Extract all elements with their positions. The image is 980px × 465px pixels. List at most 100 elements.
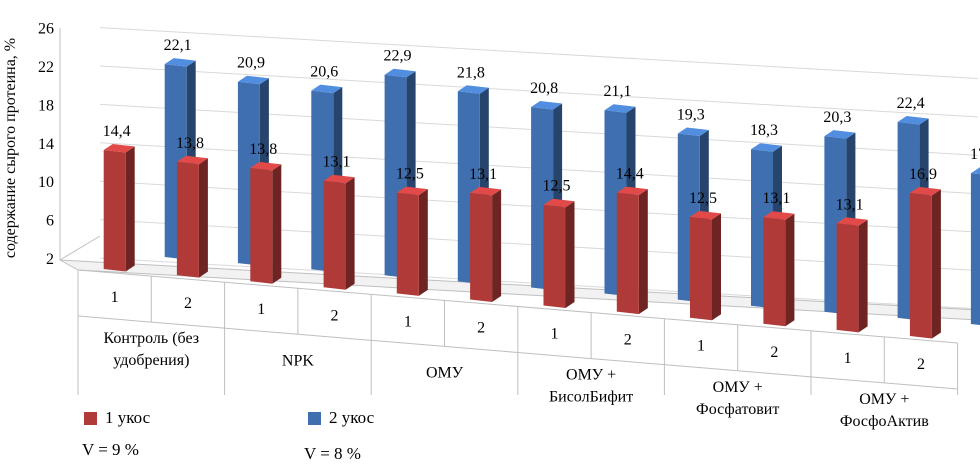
bar1-front bbox=[176, 161, 199, 278]
group-label: ОМУ + bbox=[566, 367, 616, 384]
series2-data-label: 20,6 bbox=[310, 64, 338, 81]
bar1-top bbox=[470, 186, 502, 196]
group-label: ОМУ + bbox=[713, 379, 763, 396]
bar1-side bbox=[565, 201, 575, 308]
bar1-front bbox=[396, 192, 419, 296]
series1-data-label: 13,1 bbox=[323, 154, 351, 171]
sub-category-label: 1 bbox=[697, 338, 705, 355]
bar1-top bbox=[323, 174, 355, 184]
group-label: Контроль (без bbox=[104, 330, 200, 347]
sub-category-label: 2 bbox=[917, 356, 925, 373]
sub-row-line bbox=[810, 376, 885, 384]
series1-data-label: 12,5 bbox=[396, 166, 424, 183]
bar2-top bbox=[897, 116, 929, 125]
gridline bbox=[99, 27, 979, 80]
sub-category-label: 1 bbox=[257, 301, 265, 318]
bar1-top bbox=[396, 186, 428, 196]
series2-data-label: 22,1 bbox=[164, 37, 192, 54]
y-tick-label: 14 bbox=[38, 136, 54, 153]
sub-category-label: 1 bbox=[111, 289, 119, 306]
series2-data-label: 17,7 bbox=[970, 146, 980, 163]
sub-row-line bbox=[371, 339, 445, 347]
sub-category-label: 2 bbox=[770, 344, 778, 361]
bar2-top bbox=[531, 101, 563, 110]
sub-category-label: 2 bbox=[624, 332, 632, 349]
bar1-front bbox=[323, 180, 346, 290]
series2-data-label: 21,8 bbox=[457, 64, 485, 81]
bar2-top bbox=[164, 58, 196, 67]
bar1-top bbox=[543, 198, 575, 208]
bar1-front bbox=[763, 217, 786, 327]
bar1-front bbox=[250, 167, 273, 284]
bar1-side bbox=[712, 213, 721, 321]
legend-item-2: 2 укос bbox=[308, 408, 374, 428]
legend-label-1: 1 укос bbox=[105, 408, 151, 427]
bar1-front bbox=[543, 204, 566, 308]
series2-data-label: 18,3 bbox=[750, 122, 778, 139]
bar1-side bbox=[345, 177, 355, 290]
bar1-top bbox=[690, 210, 721, 220]
series1-data-label: 12,5 bbox=[689, 190, 717, 207]
series2-data-label: 20,9 bbox=[237, 55, 265, 72]
bar2-top bbox=[751, 143, 782, 152]
bar1-front bbox=[690, 216, 712, 321]
sub-row-line bbox=[224, 327, 298, 335]
bar1-top bbox=[836, 217, 868, 226]
sub-row-line bbox=[444, 345, 518, 353]
y-tick-label: 22 bbox=[38, 59, 54, 76]
bar2-top bbox=[384, 68, 416, 78]
group-label: NPK bbox=[282, 352, 314, 369]
series1-data-label: 14,4 bbox=[103, 123, 131, 140]
bar2-top bbox=[311, 84, 343, 94]
bar1-top bbox=[103, 144, 135, 153]
bar1-side bbox=[858, 219, 868, 333]
sub-category-label: 1 bbox=[844, 350, 852, 367]
sub-category-label: 2 bbox=[184, 295, 192, 312]
bar1-side bbox=[492, 189, 502, 302]
bar1-top bbox=[176, 155, 208, 165]
series1-data-label: 13,1 bbox=[469, 166, 497, 183]
bar1-front bbox=[836, 223, 859, 333]
series1-data-label: 16,9 bbox=[909, 166, 937, 183]
bar2-top bbox=[824, 130, 856, 139]
series2-data-label: 20,3 bbox=[823, 109, 851, 126]
legend-item-1: 1 укос bbox=[84, 408, 150, 428]
y-tick-label: 10 bbox=[38, 174, 54, 191]
bar1-top bbox=[250, 161, 282, 171]
series1-data-label: 13,1 bbox=[836, 196, 864, 213]
gridline bbox=[99, 65, 979, 118]
bar1-front bbox=[103, 150, 126, 272]
series2-data-label: 21,1 bbox=[603, 83, 631, 100]
bar1-side bbox=[931, 189, 941, 339]
y-tick-label: 2 bbox=[46, 251, 54, 268]
sub-row-line bbox=[664, 364, 738, 372]
y-tick-label: 6 bbox=[46, 213, 54, 230]
series2-data-label: 22,4 bbox=[897, 95, 925, 112]
bar1-side bbox=[198, 158, 208, 278]
legend-swatch-1 bbox=[84, 411, 97, 425]
wall-edge bbox=[59, 235, 101, 261]
series1-data-label: 13,8 bbox=[176, 135, 204, 152]
legend-label-2: 2 укос bbox=[329, 408, 375, 427]
bar1-front bbox=[616, 192, 639, 315]
y-tick-label: 18 bbox=[38, 97, 54, 114]
bar1-top bbox=[616, 186, 648, 196]
bar1-side bbox=[418, 189, 428, 296]
sub-row-line bbox=[151, 321, 225, 329]
group-label: Фосфатовит bbox=[696, 401, 779, 418]
variation-note-1: V = 9 % bbox=[82, 440, 139, 459]
bar1-side bbox=[638, 189, 648, 315]
bar1-top bbox=[909, 186, 941, 196]
bar2-top bbox=[604, 104, 636, 113]
group-label: ОМУ + bbox=[859, 391, 909, 408]
sub-category-label: 2 bbox=[331, 307, 339, 324]
sub-row-line bbox=[77, 315, 152, 323]
sub-row-line bbox=[517, 352, 592, 360]
variation-note-2: V = 8 % bbox=[304, 444, 361, 463]
bar1-top bbox=[763, 211, 795, 220]
group-label: ОМУ bbox=[426, 364, 464, 381]
sub-category-label: 2 bbox=[477, 319, 485, 336]
series2-data-label: 19,3 bbox=[677, 107, 705, 124]
group-label: БисолБифит bbox=[549, 389, 633, 406]
